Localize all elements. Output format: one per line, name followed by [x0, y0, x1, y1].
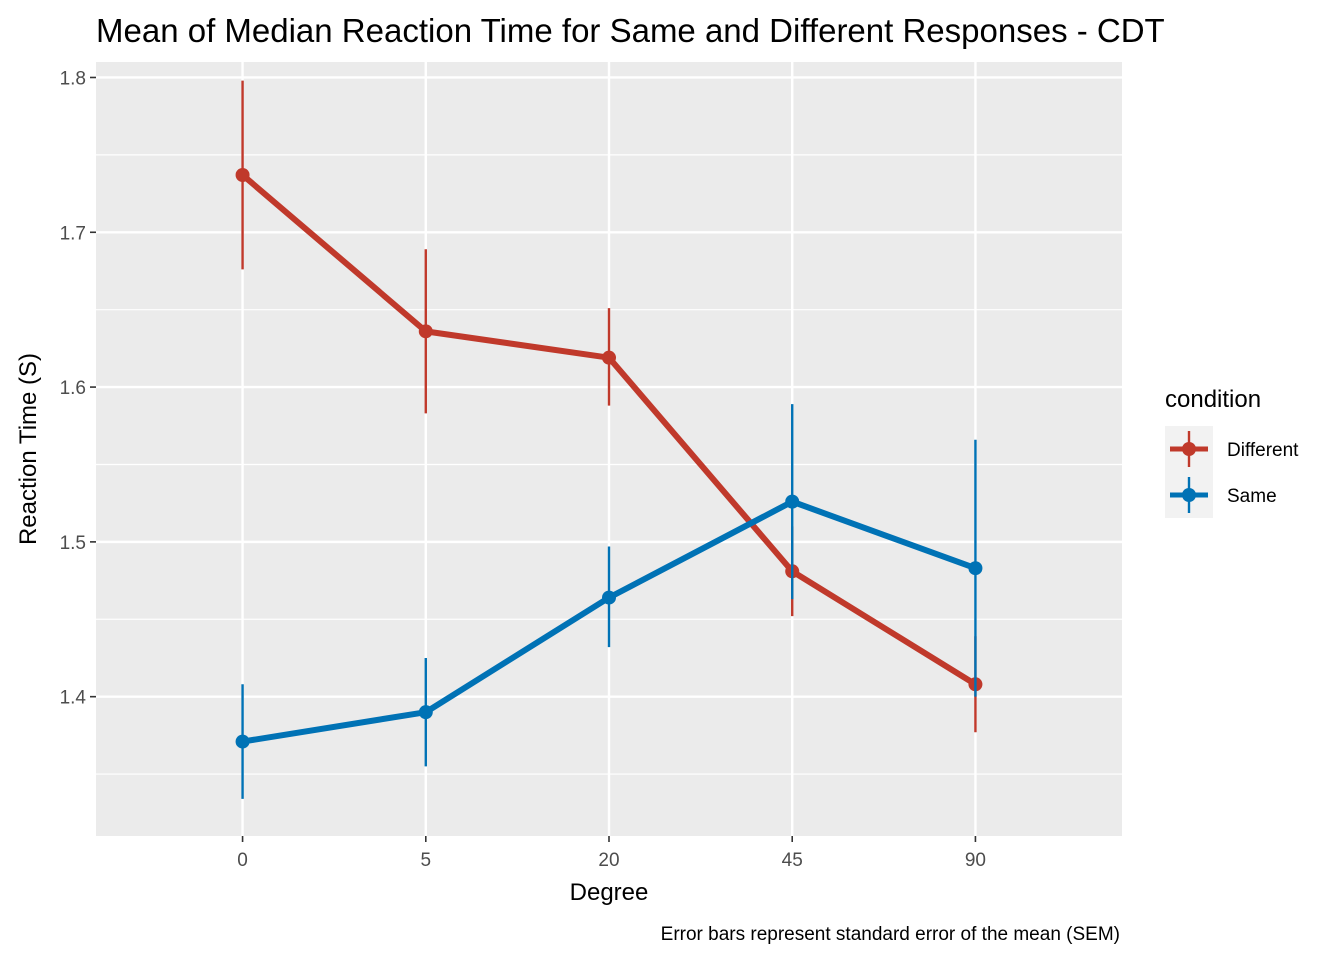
legend-title: condition — [1165, 386, 1261, 413]
x-tick-label-2: 20 — [598, 850, 619, 871]
series-same — [235, 404, 983, 799]
x-tick-label-1: 5 — [420, 850, 431, 871]
y-axis: 1.4 1.5 1.6 1.7 1.8 — [60, 68, 96, 709]
x-tick-label-4: 90 — [965, 850, 986, 871]
point-different-0 — [235, 168, 250, 183]
point-same-1 — [418, 705, 433, 720]
caption: Error bars represent standard error of t… — [661, 924, 1120, 945]
y-tick-label-4: 1.8 — [60, 68, 86, 89]
x-axis: 0 5 20 45 90 — [237, 836, 986, 871]
legend-label-different: Different — [1227, 440, 1299, 461]
point-same-4 — [968, 561, 983, 576]
y-tick-label-1: 1.5 — [60, 533, 86, 554]
x-tick-label-0: 0 — [237, 850, 248, 871]
x-axis-title: Degree — [570, 879, 649, 906]
y-tick-label-3: 1.7 — [60, 223, 86, 244]
chart-title: Mean of Median Reaction Time for Same an… — [96, 12, 1165, 49]
legend-label-same: Same — [1227, 486, 1277, 507]
point-different-2 — [602, 350, 616, 365]
legend-key-point-same — [1182, 488, 1196, 502]
legend: condition Different Same — [1165, 386, 1299, 518]
point-same-3 — [785, 494, 800, 509]
x-tick-label-3: 45 — [782, 850, 803, 871]
point-same-0 — [235, 734, 250, 749]
legend-key-point-different — [1182, 442, 1196, 456]
point-same-2 — [602, 590, 616, 605]
y-tick-label-2: 1.6 — [60, 378, 86, 399]
y-tick-label-0: 1.4 — [60, 688, 87, 709]
y-axis-title: Reaction Time (S) — [15, 353, 42, 545]
series-layer — [235, 80, 983, 799]
point-different-1 — [418, 324, 433, 339]
